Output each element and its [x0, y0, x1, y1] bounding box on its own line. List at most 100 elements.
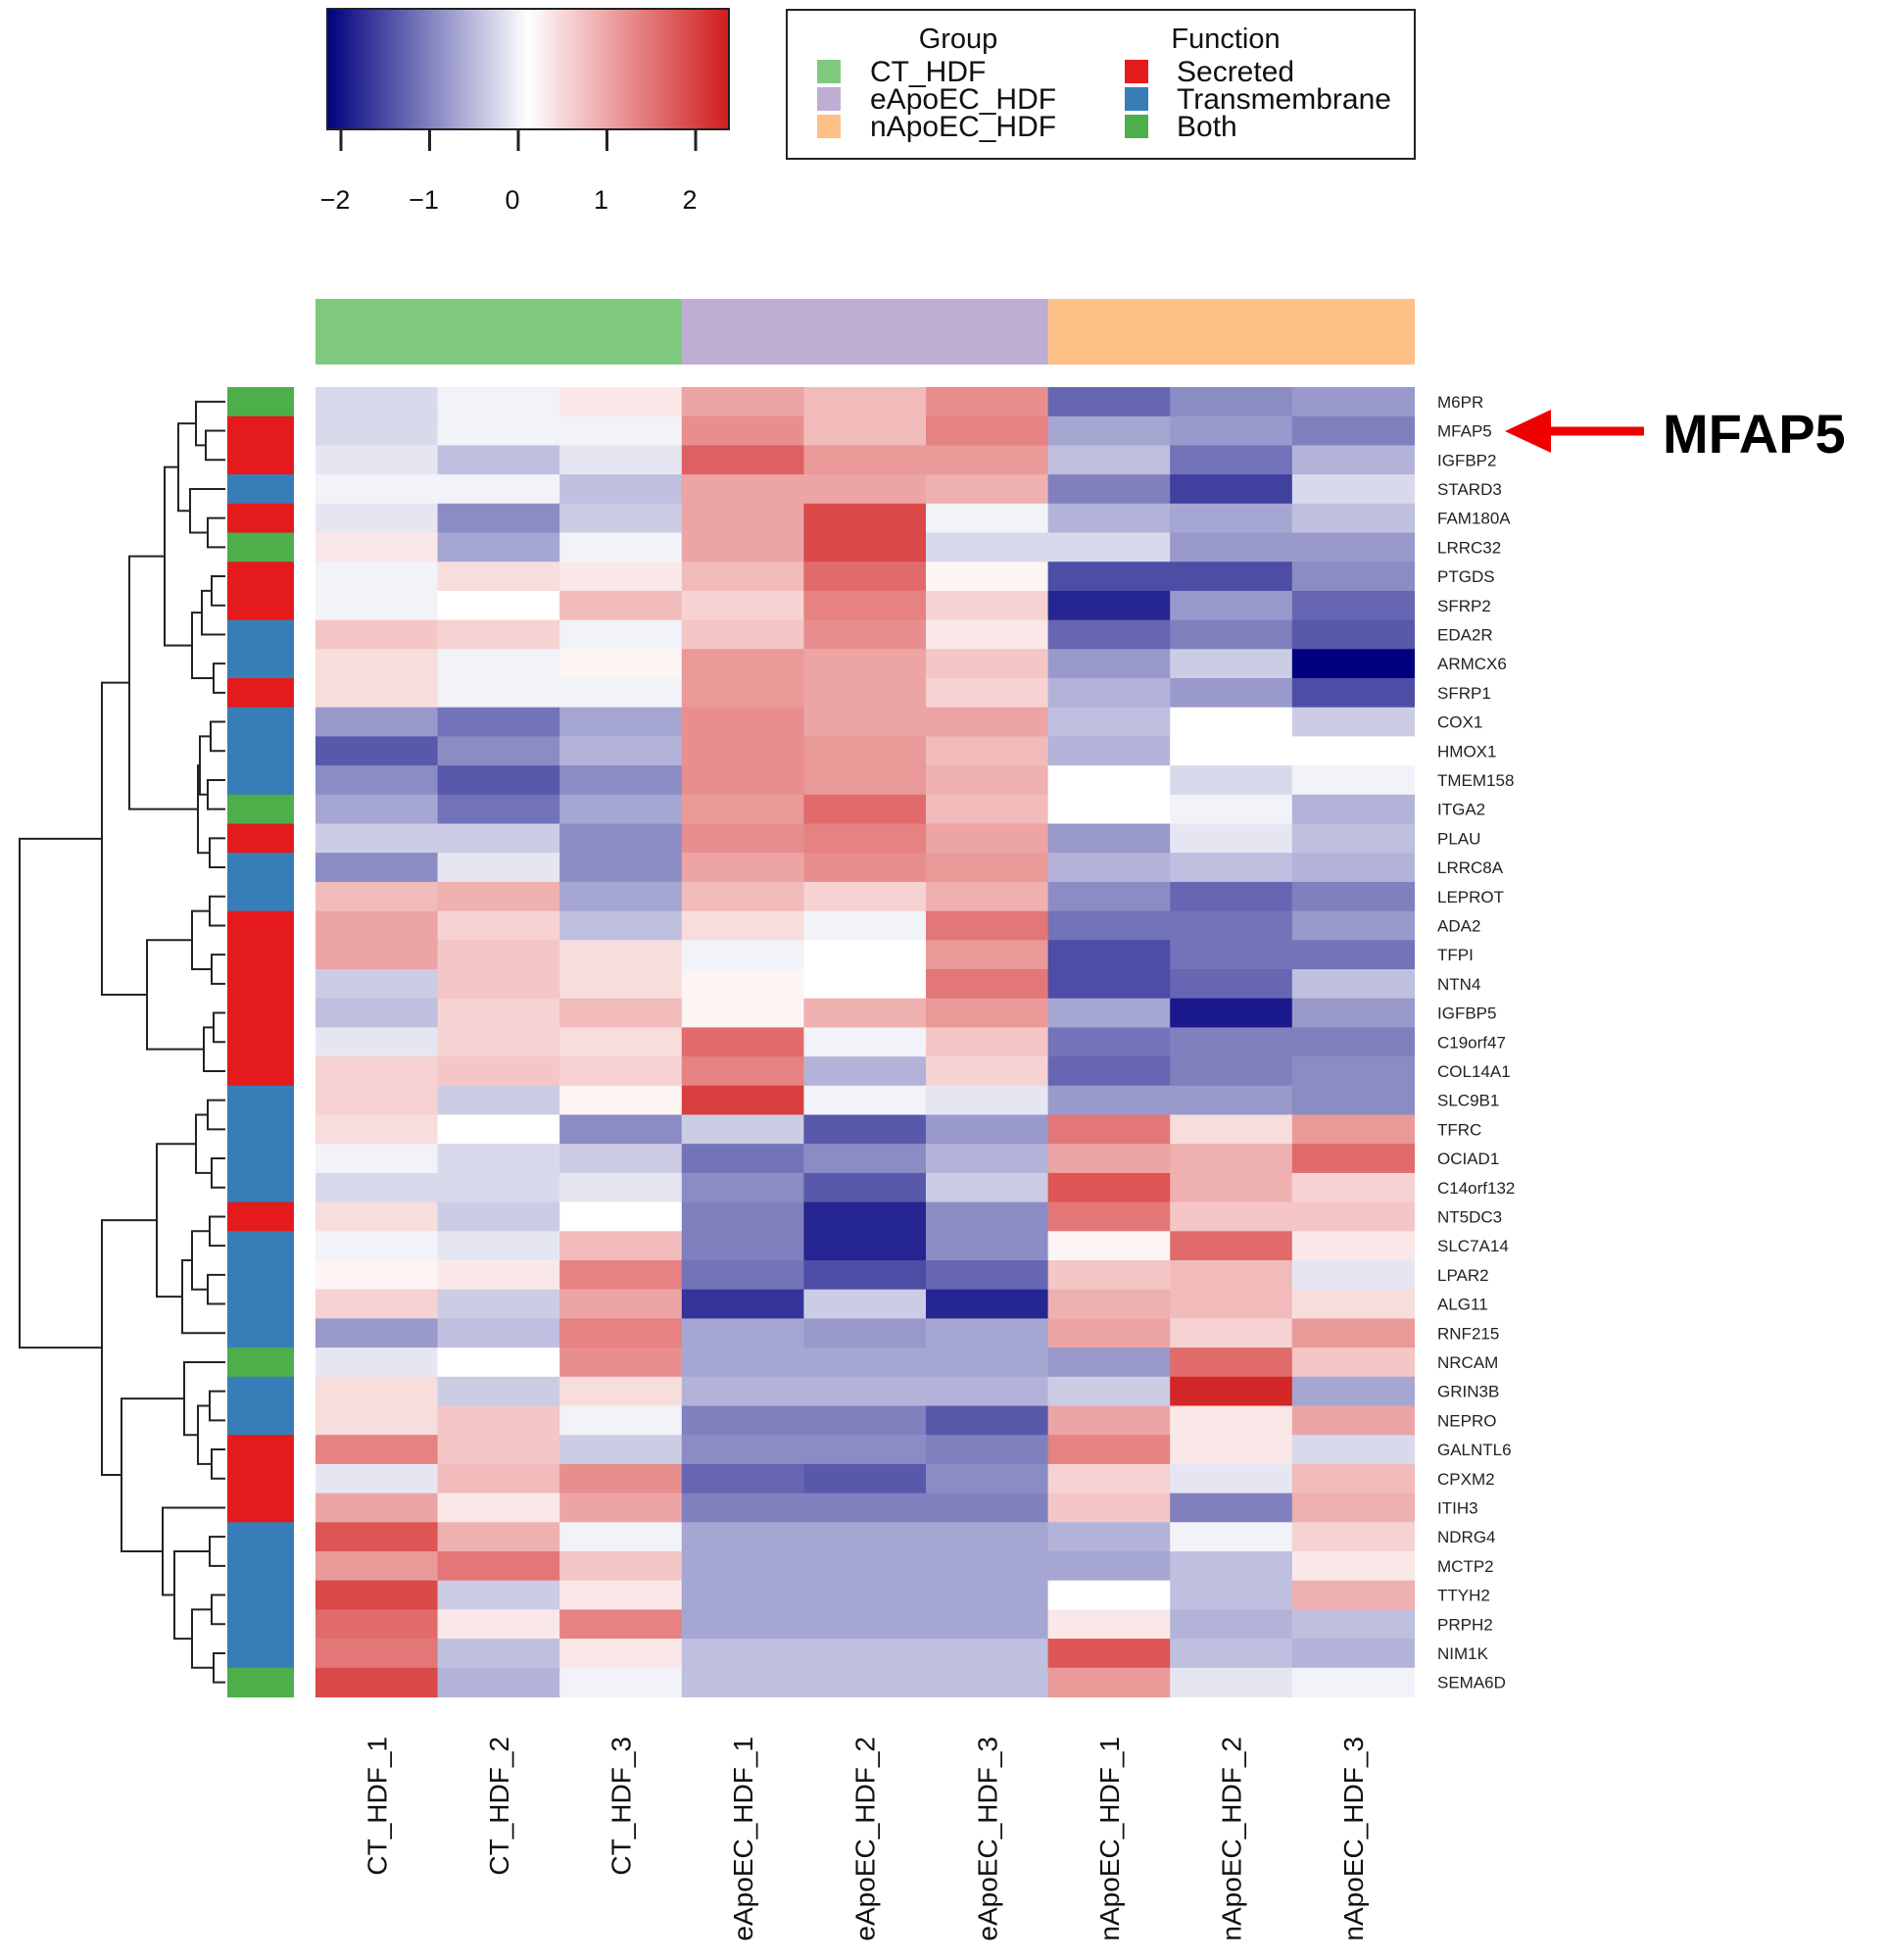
heatmap-cell	[559, 619, 683, 650]
heatmap-cell	[1170, 1318, 1293, 1348]
heatmap-cell	[681, 1609, 804, 1640]
heatmap-cell	[681, 1114, 804, 1145]
heatmap-cell	[559, 940, 683, 970]
heatmap-cell	[315, 1435, 439, 1465]
heatmap-cell	[1047, 1551, 1171, 1582]
heatmap-cell	[803, 1144, 927, 1174]
heatmap-cell	[1291, 445, 1415, 475]
heatmap-cell	[926, 1027, 1049, 1057]
scale-tick-label: 0	[505, 185, 519, 215]
heatmap-cell	[926, 1201, 1049, 1232]
heatmap-cell	[926, 1435, 1049, 1465]
heatmap-cell	[681, 1172, 804, 1203]
row-label: LRRC8A	[1437, 858, 1504, 877]
heatmap-cell	[926, 823, 1049, 854]
heatmap-cell	[437, 1463, 560, 1494]
heatmap-cell	[1047, 707, 1171, 737]
function-legend-swatch	[1125, 60, 1148, 83]
heatmap-cell	[1047, 969, 1171, 1000]
group-legend-swatch	[817, 60, 841, 83]
heatmap-cell	[1291, 649, 1415, 679]
heatmap-cell	[681, 474, 804, 505]
heatmap-cell	[1170, 881, 1293, 912]
heatmap-cell	[803, 1056, 927, 1087]
heatmap-cell	[1291, 590, 1415, 621]
heatmap-cell	[1170, 1260, 1293, 1291]
function-bar-cell	[227, 969, 294, 1000]
row-function-bar	[227, 387, 294, 1698]
heatmap-cell	[559, 678, 683, 709]
row-label: PTGDS	[1437, 567, 1495, 586]
heatmap-cell	[315, 1348, 439, 1378]
heatmap-cell	[1291, 1435, 1415, 1465]
dendrogram-branch	[195, 1113, 212, 1174]
heatmap-cell	[681, 1551, 804, 1582]
heatmap-cell	[437, 1493, 560, 1523]
heatmap-cell	[803, 562, 927, 592]
function-bar-cell	[227, 474, 294, 505]
function-bar-cell	[227, 649, 294, 679]
heatmap-cell	[681, 1580, 804, 1610]
heatmap-cell	[803, 649, 927, 679]
heatmap-cell	[437, 969, 560, 1000]
row-label: ITGA2	[1437, 801, 1485, 819]
row-label: STARD3	[1437, 480, 1502, 499]
heatmap-cell	[926, 678, 1049, 709]
column-group-bar	[315, 299, 1415, 365]
heatmap-cell	[681, 1463, 804, 1494]
heatmap-cell	[926, 1056, 1049, 1087]
heatmap-cell	[315, 881, 439, 912]
heatmap-cell	[315, 1522, 439, 1552]
dendrogram-branch	[209, 895, 225, 927]
heatmap-cell	[559, 765, 683, 796]
heatmap-cell	[681, 619, 804, 650]
heatmap-cell	[437, 416, 560, 446]
heatmap-cell	[437, 1405, 560, 1436]
dendrogram-branch	[121, 1397, 184, 1552]
function-bar-cell	[227, 1376, 294, 1407]
row-label: NRCAM	[1437, 1353, 1498, 1372]
heatmap-cell	[1047, 649, 1171, 679]
heatmap-cell	[1170, 969, 1293, 1000]
function-bar-cell	[227, 1522, 294, 1552]
heatmap-cell	[803, 1609, 927, 1640]
heatmap-cell	[437, 532, 560, 563]
function-bar-cell	[227, 1551, 294, 1582]
row-label: LRRC32	[1437, 538, 1501, 557]
heatmap-cell	[315, 1551, 439, 1582]
function-bar-cell	[227, 1231, 294, 1261]
function-bar-cell	[227, 387, 294, 417]
row-label: LPAR2	[1437, 1266, 1489, 1285]
heatmap-cell	[1170, 794, 1293, 825]
heatmap-cell	[926, 1493, 1049, 1523]
heatmap-cell	[1047, 1144, 1171, 1174]
group-legend-label: nApoEC_HDF	[870, 111, 1056, 143]
heatmap-cell	[437, 1260, 560, 1291]
row-label: ITIH3	[1437, 1498, 1478, 1517]
heatmap-cell	[681, 707, 804, 737]
heatmap-cell	[559, 1551, 683, 1582]
function-bar-cell	[227, 1172, 294, 1203]
heatmap-cell	[681, 1027, 804, 1057]
heatmap-cell	[926, 1376, 1049, 1407]
heatmap-cell	[1047, 881, 1171, 912]
heatmap-cell	[559, 1522, 683, 1552]
heatmap-cell	[1170, 823, 1293, 854]
heatmap-cell	[803, 1289, 927, 1319]
heatmap-cell	[1291, 1231, 1415, 1261]
dendrogram-branch	[207, 1273, 225, 1305]
heatmap-cell	[1047, 823, 1171, 854]
dendrogram-branch	[209, 1390, 225, 1422]
function-bar-cell	[227, 678, 294, 709]
heatmap-cell	[559, 1231, 683, 1261]
dendrogram-branch	[213, 662, 225, 694]
column-label: eApoEC_HDF_3	[972, 1737, 1002, 1941]
heatmap-cell	[559, 532, 683, 563]
heatmap-cell	[1047, 765, 1171, 796]
heatmap-cell	[315, 649, 439, 679]
heatmap-cell	[1170, 1144, 1293, 1174]
color-scale-bar	[326, 8, 730, 130]
dendrogram-branch	[211, 1593, 225, 1626]
row-label: C19orf47	[1437, 1033, 1506, 1052]
